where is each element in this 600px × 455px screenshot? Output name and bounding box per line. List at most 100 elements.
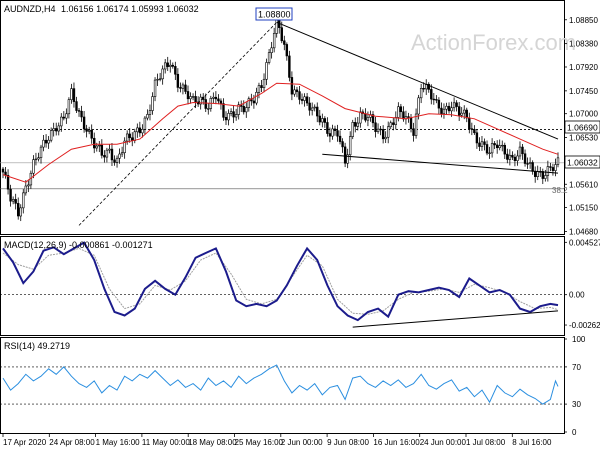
candle-body bbox=[419, 88, 423, 99]
candle bbox=[181, 82, 185, 95]
candle-body bbox=[280, 27, 283, 42]
candle bbox=[422, 82, 425, 93]
candle-body bbox=[528, 162, 532, 164]
candle-body bbox=[272, 33, 276, 49]
candle bbox=[44, 134, 48, 148]
candle-body bbox=[138, 127, 142, 134]
candle-body bbox=[495, 144, 499, 149]
candle-body bbox=[100, 144, 104, 156]
candle bbox=[62, 111, 66, 121]
candle bbox=[247, 96, 251, 112]
candle-body bbox=[427, 83, 430, 90]
candle-body bbox=[381, 129, 385, 140]
candle-body bbox=[376, 128, 380, 132]
candle bbox=[34, 152, 38, 166]
candle bbox=[523, 149, 527, 167]
candle bbox=[389, 120, 392, 130]
candle-body bbox=[80, 110, 83, 118]
candle-body bbox=[77, 110, 81, 112]
candle-body bbox=[19, 207, 22, 217]
macd-label: MACD(12,26,9) -0.000861 -0.001271 bbox=[4, 240, 153, 250]
candle-body bbox=[366, 117, 370, 121]
candle-body bbox=[412, 128, 415, 136]
candle bbox=[136, 123, 139, 138]
time-tick-label: 11 May 00:00 bbox=[142, 438, 190, 447]
rsi-panel bbox=[0, 337, 565, 434]
macd-axis: 0.004527 0.00 -0.002624 bbox=[564, 238, 600, 330]
time-tick-label: 16 Jun 16:00 bbox=[373, 438, 420, 447]
candle-body bbox=[414, 113, 418, 136]
rsi-tick-label: 0 bbox=[572, 428, 577, 437]
candle-body bbox=[227, 113, 230, 121]
candle-body bbox=[98, 144, 101, 147]
peak-label-text: 1.08800 bbox=[258, 10, 291, 20]
candle-body bbox=[313, 106, 316, 109]
price-tick-label: 1.05610 bbox=[569, 180, 598, 189]
candle-body bbox=[326, 122, 329, 134]
candle-body bbox=[166, 62, 169, 67]
candle bbox=[22, 189, 25, 214]
candle-body bbox=[55, 128, 58, 132]
candle-body bbox=[460, 112, 463, 116]
candle-body bbox=[128, 133, 131, 139]
candle-body bbox=[288, 55, 291, 78]
candle bbox=[77, 108, 81, 117]
candle bbox=[110, 143, 114, 166]
candle-body bbox=[440, 107, 443, 115]
candle-body bbox=[93, 137, 96, 149]
candle-body bbox=[176, 73, 180, 88]
candle bbox=[47, 136, 50, 149]
candle bbox=[493, 141, 496, 150]
candle-body bbox=[47, 139, 50, 144]
candle bbox=[37, 152, 40, 162]
candle bbox=[490, 138, 494, 158]
candle-body bbox=[475, 132, 479, 144]
candle bbox=[298, 86, 301, 105]
candle-body bbox=[72, 88, 76, 102]
candle bbox=[526, 157, 529, 169]
candle bbox=[108, 144, 111, 154]
candle-body bbox=[511, 154, 514, 158]
candle-body bbox=[445, 105, 448, 110]
time-tick-label: 17 Apr 2020 bbox=[3, 438, 47, 447]
candle bbox=[432, 93, 436, 105]
candle bbox=[305, 92, 309, 107]
resistance-trendline bbox=[276, 21, 559, 140]
rsi-axis: 100 70 30 0 bbox=[564, 335, 586, 437]
candle-body bbox=[108, 148, 111, 151]
rsi-tick-label: 100 bbox=[572, 335, 586, 344]
candle bbox=[419, 83, 423, 104]
candle bbox=[85, 124, 88, 138]
candle-body bbox=[331, 128, 334, 137]
price-layer bbox=[0, 11, 564, 226]
watermark: ActionForex.com bbox=[411, 30, 576, 55]
price-tick-label: 1.05150 bbox=[569, 204, 598, 213]
candle bbox=[417, 94, 420, 120]
candle-body bbox=[387, 126, 390, 138]
candle bbox=[232, 105, 235, 124]
candle-body bbox=[402, 111, 405, 120]
candle-body bbox=[435, 99, 438, 101]
candle bbox=[326, 117, 329, 137]
candle bbox=[49, 127, 53, 143]
candle bbox=[151, 92, 154, 115]
candle bbox=[128, 128, 131, 143]
candle-body bbox=[536, 171, 539, 177]
candle-body bbox=[217, 98, 220, 102]
candle-body bbox=[82, 116, 86, 130]
candle bbox=[457, 101, 461, 121]
candle bbox=[224, 111, 228, 126]
candle bbox=[115, 155, 119, 168]
candle-body bbox=[118, 153, 121, 159]
rsi-layer bbox=[0, 364, 564, 405]
price-tick-label: 1.04680 bbox=[569, 227, 598, 236]
candle-body bbox=[531, 162, 534, 172]
candle-body bbox=[305, 96, 309, 104]
candle-body bbox=[417, 97, 420, 115]
candle bbox=[166, 56, 169, 71]
candle-body bbox=[14, 199, 17, 204]
candle-body bbox=[518, 146, 522, 157]
candle-body bbox=[442, 108, 446, 115]
candle-body bbox=[191, 96, 195, 98]
